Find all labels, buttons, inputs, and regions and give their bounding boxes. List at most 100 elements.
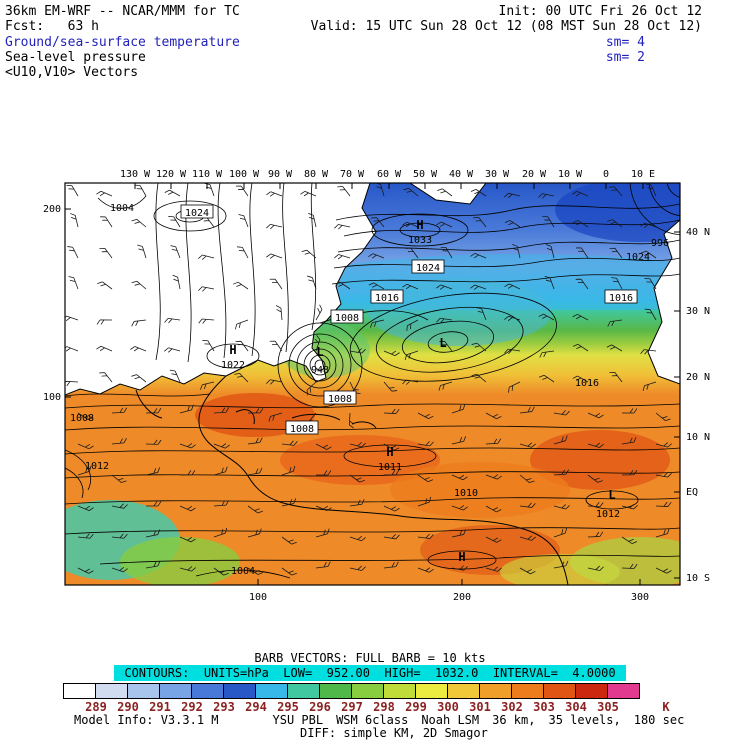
coastline — [135, 389, 163, 419]
field-pressure-label: Sea-level pressure — [5, 50, 146, 65]
colorbar-cell — [95, 683, 128, 699]
contour-label-box — [323, 390, 357, 405]
contour-label-box — [604, 289, 638, 304]
axis-label: 100 W — [229, 169, 260, 180]
contour-line — [331, 273, 680, 285]
contour-line — [185, 183, 192, 363]
smoothing-1: sm= 4 — [605, 35, 645, 50]
map-svg: 130 W 120 W 110 W 100 W 90 W 80 W 70 W 60 W 50 W… — [43, 169, 710, 603]
temperature-region — [280, 435, 440, 485]
axis-label: 60 W — [377, 169, 402, 180]
temperature-region — [530, 430, 670, 490]
contour-label: 1010 — [454, 488, 478, 499]
contour-line — [296, 341, 344, 389]
map-area: 130 W 120 W 110 W 100 W 90 W 80 W 70 W 60 W 50 W… — [40, 160, 740, 605]
contour-line — [309, 354, 331, 376]
map-frame — [64, 182, 681, 586]
pressure-center-marker: H — [416, 218, 423, 232]
valid-time: Valid: 15 UTC Sun 28 Oct 12 (08 MST Sun … — [310, 19, 702, 34]
contour-label: 1008 — [328, 394, 352, 405]
pressure-contours — [65, 183, 680, 579]
contour-label-box — [411, 259, 445, 274]
contour-label: 1008 — [290, 424, 314, 435]
contour-line — [335, 203, 680, 221]
grid-spacing: 36 km, — [492, 713, 536, 727]
contour-line — [153, 200, 227, 232]
colorbar-cell — [479, 683, 512, 699]
pressure-center-marker: L — [439, 336, 446, 350]
colorbar-tick-label: 300 — [437, 700, 459, 714]
colorbar-tick-label: 298 — [373, 700, 395, 714]
colorbar-cell — [415, 683, 448, 699]
colorbar-cell — [191, 683, 224, 699]
pressure-center-marker: L — [316, 345, 323, 359]
contour-line — [217, 183, 227, 359]
contour-line — [206, 343, 260, 369]
colorbar-tick-label: 303 — [533, 700, 555, 714]
contour-line — [585, 490, 639, 510]
pressure-center-marker: H — [458, 550, 465, 564]
coastline — [291, 413, 341, 421]
contour-line — [310, 183, 317, 331]
colorbar-cell — [127, 683, 160, 699]
pressure-center-marker: H — [386, 445, 393, 459]
contour-label: 1022 — [221, 360, 245, 371]
colorbar-cell — [255, 683, 288, 699]
axis-labels: 130 W 120 W 110 W 100 W 90 W 80 W 70 W 60 W 50 W… — [43, 169, 710, 603]
land-surface-scheme: Noah LSM — [421, 713, 480, 727]
axis-label: 130 W — [120, 169, 151, 180]
temperature-region — [195, 393, 315, 437]
contour-label: 1004 — [231, 566, 255, 577]
colorbar-cell — [63, 683, 96, 699]
axis-label: 30 W — [485, 169, 510, 180]
colorbar-cell — [319, 683, 352, 699]
contour-line — [399, 222, 441, 238]
colorbar-cell — [575, 683, 608, 699]
colorbar-tick-label: 294 — [245, 700, 267, 714]
smoothing-2: sm= 2 — [605, 50, 645, 65]
pressure-center-marker: H — [229, 343, 236, 357]
model-config-line: Model Info: V3.3.1 M YSU PBL WSM 6class … — [74, 713, 697, 727]
contour-line — [65, 527, 680, 535]
contour-legend-row: CONTOURS: UNITS=hPa LOW= 952.00 HIGH= 10… — [0, 665, 740, 681]
axis-label: 200 — [43, 204, 61, 215]
axis-label: 110 W — [192, 169, 223, 180]
contour-line — [65, 449, 91, 491]
axis-label: 50 W — [413, 169, 438, 180]
contour-label-box — [330, 309, 364, 324]
contour-line — [303, 348, 337, 382]
microphysics-scheme: WSM 6class — [336, 713, 409, 727]
contour-label: 1012 — [596, 509, 620, 520]
contour-line — [343, 219, 680, 237]
contour-line — [65, 471, 680, 479]
greenland-land — [409, 183, 487, 205]
axis-label: 0 — [603, 169, 609, 180]
field-vectors-label: <U10,V10> Vectors — [5, 65, 139, 80]
contour-label: 1016 — [575, 378, 599, 389]
colorbar-tick-label: 291 — [149, 700, 171, 714]
axis-label: 10 S — [686, 573, 710, 584]
axis-label: 10 N — [686, 432, 710, 443]
axis-label: 100 — [43, 392, 61, 403]
contour-line — [195, 569, 291, 579]
contour-label: 1033 — [408, 235, 432, 246]
axis-label: 20 N — [686, 372, 710, 383]
model-version: Model Info: V3.3.1 M — [74, 713, 219, 727]
contour-line — [65, 393, 211, 397]
colorbar — [63, 683, 640, 699]
contour-line — [65, 403, 680, 409]
colorbar-tick-label: 293 — [213, 700, 235, 714]
colorbar-cell — [543, 683, 576, 699]
contour-line — [666, 183, 680, 198]
colorbar-cell — [383, 683, 416, 699]
contour-label: 1024 — [626, 252, 650, 263]
contour-line — [97, 195, 147, 209]
contour-line — [333, 257, 680, 269]
colorbar-tick-label: 290 — [117, 700, 139, 714]
colorbar-cell — [447, 683, 480, 699]
colorbar-tick-label: 302 — [501, 700, 523, 714]
temperature-region — [390, 462, 570, 518]
contour-line — [427, 550, 497, 570]
